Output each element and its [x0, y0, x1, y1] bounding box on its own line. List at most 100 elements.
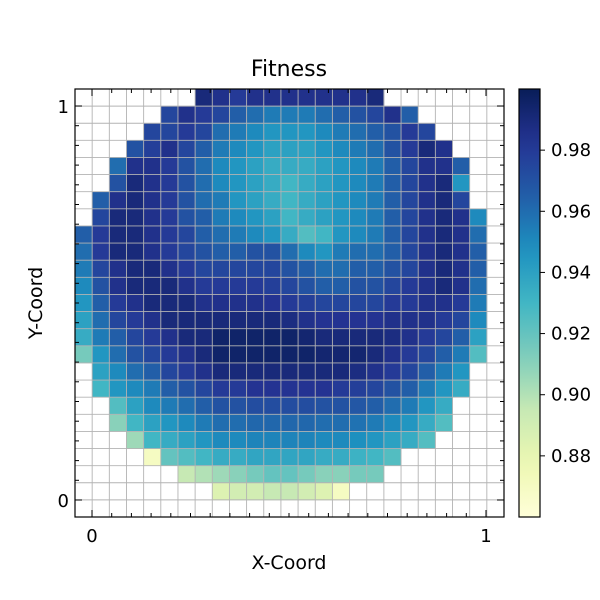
- heatmap-cell: [195, 191, 213, 210]
- heatmap-cell: [418, 174, 436, 193]
- heatmap-cell: [195, 362, 213, 381]
- heatmap-cell: [315, 174, 333, 193]
- heatmap-cell: [418, 157, 436, 175]
- heatmap-cell: [246, 482, 265, 501]
- heatmap-cell: [212, 465, 230, 484]
- heatmap-cell: [177, 140, 196, 158]
- heatmap-cell: [298, 448, 316, 466]
- heatmap-cell: [160, 191, 179, 210]
- heatmap-cell: [315, 311, 333, 329]
- heatmap-cell: [401, 311, 419, 329]
- heatmap-cell: [212, 328, 230, 347]
- heatmap-cell: [383, 294, 402, 312]
- heatmap-cell: [418, 208, 436, 227]
- heatmap-cell: [452, 157, 470, 175]
- heatmap-cell: [246, 157, 265, 175]
- heatmap-cell: [246, 277, 265, 295]
- heatmap-cell: [280, 191, 299, 210]
- heatmap-cell: [383, 277, 402, 295]
- heatmap-cell: [383, 328, 402, 347]
- heatmap-cell: [315, 414, 333, 432]
- heatmap-cell: [263, 311, 282, 329]
- heatmap-cell: [280, 208, 299, 227]
- heatmap-cell: [298, 294, 316, 312]
- heatmap-cell: [195, 465, 213, 484]
- heatmap-cell: [315, 157, 333, 175]
- heatmap-cell: [332, 362, 350, 381]
- heatmap-cell: [195, 89, 213, 107]
- heatmap-cell: [469, 208, 488, 227]
- heatmap-cell: [349, 362, 368, 381]
- heatmap-cell: [126, 260, 144, 278]
- heatmap-cell: [229, 140, 247, 158]
- heatmap-cell: [280, 380, 299, 398]
- heatmap-cell: [366, 89, 385, 107]
- heatmap-cell: [349, 157, 368, 175]
- heatmap-cell: [143, 174, 162, 193]
- heatmap-cell: [469, 277, 488, 295]
- heatmap-cell: [177, 174, 196, 193]
- heatmap-cell: [332, 482, 350, 501]
- heatmap-cell: [280, 465, 299, 484]
- heatmap-cell: [383, 157, 402, 175]
- heatmap-cell: [315, 208, 333, 227]
- heatmap-cell: [332, 431, 350, 449]
- heatmap-cell: [143, 380, 162, 398]
- heatmap-cell: [126, 174, 144, 193]
- heatmap-cell: [263, 362, 282, 381]
- heatmap-cell: [349, 89, 368, 107]
- heatmap-cell: [349, 431, 368, 449]
- colorbar-tick-label: 0.94: [551, 262, 591, 283]
- heatmap-cell: [263, 106, 282, 124]
- heatmap-cell: [212, 106, 230, 124]
- heatmap-cell: [177, 311, 196, 329]
- heatmap-cell: [92, 191, 110, 210]
- heatmap-cell: [160, 294, 179, 312]
- colorbar-tick-label: 0.98: [551, 140, 591, 161]
- heatmap-cell: [212, 294, 230, 312]
- heatmap-cell: [126, 277, 144, 295]
- heatmap-cell: [418, 345, 436, 364]
- heatmap-cell: [435, 397, 453, 415]
- heatmap-cell: [263, 243, 282, 261]
- heatmap-cell: [143, 397, 162, 415]
- heatmap-cell: [160, 243, 179, 261]
- y-tick-label: 0: [58, 491, 69, 512]
- heatmap-cell: [401, 174, 419, 193]
- heatmap-cell: [212, 362, 230, 381]
- heatmap-cell: [298, 380, 316, 398]
- colorbar-tick-label: 0.92: [551, 324, 591, 345]
- heatmap-cell: [160, 208, 179, 227]
- heatmap-cell: [315, 465, 333, 484]
- heatmap-cell: [263, 448, 282, 466]
- heatmap-cell: [263, 191, 282, 210]
- heatmap-cell: [177, 106, 196, 124]
- heatmap-cell: [435, 328, 453, 347]
- heatmap-cell: [126, 345, 144, 364]
- heatmap-cell: [177, 260, 196, 278]
- heatmap-cell: [109, 294, 127, 312]
- heatmap-cell: [177, 277, 196, 295]
- heatmap-cell: [246, 397, 265, 415]
- heatmap-cell: [452, 243, 470, 261]
- heatmap-cell: [298, 208, 316, 227]
- heatmap-cell: [263, 482, 282, 501]
- heatmap-cell: [349, 243, 368, 261]
- heatmap-cell: [143, 414, 162, 432]
- heatmap-cell: [349, 225, 368, 244]
- heatmap-cell: [401, 414, 419, 432]
- heatmap-cell: [298, 89, 316, 107]
- heatmap-cell: [280, 277, 299, 295]
- heatmap-cell: [435, 294, 453, 312]
- heatmap-cell: [263, 328, 282, 347]
- heatmap-cell: [212, 225, 230, 244]
- heatmap-cell: [298, 191, 316, 210]
- heatmap-cell: [332, 157, 350, 175]
- heatmap-cell: [452, 277, 470, 295]
- heatmap-cell: [366, 140, 385, 158]
- heatmap-cell: [315, 448, 333, 466]
- heatmap-cell: [143, 277, 162, 295]
- heatmap-cell: [315, 431, 333, 449]
- heatmap-cell: [212, 431, 230, 449]
- heatmap-cell: [229, 89, 247, 107]
